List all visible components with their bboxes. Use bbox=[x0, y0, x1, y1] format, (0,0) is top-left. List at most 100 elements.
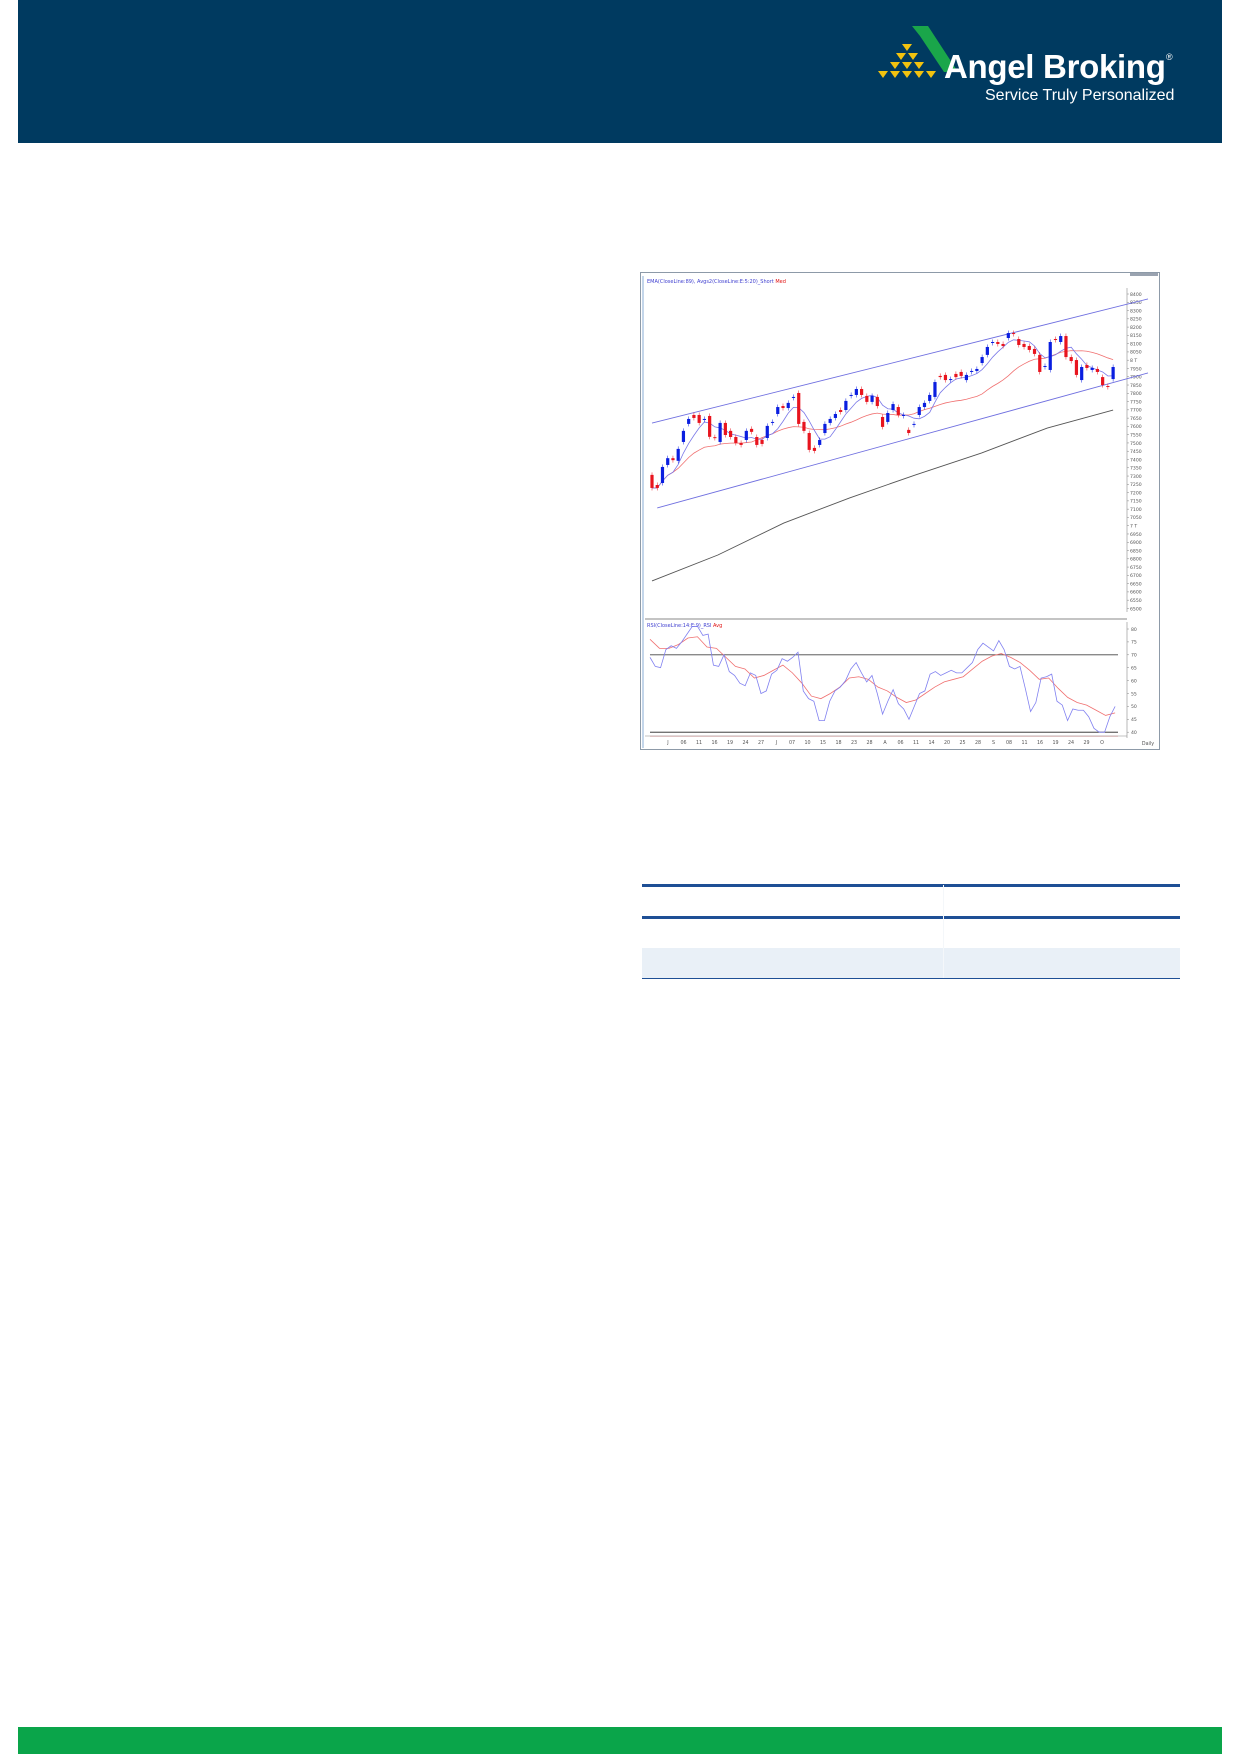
price-tick-label: 7600 bbox=[1130, 424, 1142, 430]
candle-up bbox=[891, 404, 895, 411]
candle-down bbox=[896, 407, 900, 415]
date-tick-label: 06 bbox=[897, 740, 903, 746]
price-tick-label: 7050 bbox=[1130, 515, 1142, 521]
candle-down bbox=[781, 406, 785, 409]
candle-down bbox=[1064, 336, 1068, 358]
date-tick-label: 08 bbox=[1006, 740, 1012, 746]
candle-down bbox=[655, 484, 659, 488]
candle-up bbox=[912, 423, 916, 425]
date-tick-label: 16 bbox=[1037, 740, 1043, 746]
price-tick-label: 7700 bbox=[1130, 408, 1142, 414]
candle-down bbox=[1017, 339, 1021, 345]
price-tick-label: 7900 bbox=[1130, 375, 1142, 381]
candle-down bbox=[959, 371, 963, 376]
date-tick-label: 11 bbox=[696, 740, 702, 746]
candles bbox=[650, 330, 1115, 491]
candle-up bbox=[1006, 333, 1010, 339]
candle-down bbox=[1038, 354, 1042, 372]
price-tick-label: 8050 bbox=[1130, 350, 1142, 356]
price-tick-label: 7500 bbox=[1130, 441, 1142, 447]
candle-down bbox=[1053, 339, 1058, 341]
date-tick-label: O bbox=[1100, 740, 1104, 746]
price-tick-label: 7850 bbox=[1130, 383, 1142, 389]
candle-up bbox=[870, 395, 874, 402]
rsi-tick-label: 40 bbox=[1131, 730, 1137, 736]
candle-down bbox=[875, 396, 879, 407]
candle-up bbox=[985, 346, 989, 355]
candle-up bbox=[991, 341, 995, 343]
channel-lower-line bbox=[657, 372, 1149, 509]
trend-channel bbox=[651, 298, 1149, 509]
date-tick-label: 11 bbox=[913, 740, 919, 746]
rsi-tick-label: 75 bbox=[1131, 640, 1137, 646]
date-tick-label: 19 bbox=[1052, 740, 1058, 746]
candle-down bbox=[1095, 368, 1099, 372]
nifty-price-chart: EMA(CloseLine:89), Avgs2(CloseLine:E:5:2… bbox=[642, 273, 1158, 748]
candle-up bbox=[854, 388, 858, 395]
date-tick-label: J bbox=[666, 740, 668, 746]
candle-down bbox=[671, 458, 675, 461]
candle-up bbox=[949, 379, 953, 381]
short-average-line bbox=[652, 339, 1114, 489]
date-tick-label: 28 bbox=[975, 740, 981, 746]
candle-up bbox=[1043, 365, 1047, 367]
date-tick-label: 15 bbox=[820, 740, 826, 746]
candle-up bbox=[980, 357, 984, 364]
candle-up bbox=[922, 402, 927, 408]
price-tick-label: 7800 bbox=[1130, 391, 1142, 397]
registered-mark: ® bbox=[1166, 52, 1173, 62]
date-tick-label: 06 bbox=[680, 740, 686, 746]
candle-down bbox=[812, 447, 817, 451]
price-tick-label: 7350 bbox=[1130, 466, 1142, 472]
rsi-tick-label: 65 bbox=[1131, 666, 1137, 672]
candle-down bbox=[692, 414, 696, 418]
candle-down bbox=[938, 375, 942, 378]
date-tick-label: 16 bbox=[711, 740, 717, 746]
price-tick-label: 6500 bbox=[1130, 606, 1142, 612]
candle-down bbox=[1011, 333, 1016, 335]
date-tick-label: 23 bbox=[851, 740, 857, 746]
candle-down bbox=[723, 422, 727, 436]
date-tick-label: 24 bbox=[1068, 740, 1074, 746]
date-tick-label: J bbox=[775, 740, 777, 746]
date-axis: J 06 11 16 19 24 27 J 07 10 15 18 23 28 A 06 11 14 20 25 28 S… bbox=[645, 735, 1154, 747]
rsi-panel: 80 75 70 65 60 55 50 45 40 bbox=[649, 622, 1137, 738]
date-tick-label: 19 bbox=[727, 740, 733, 746]
date-tick-label: S bbox=[992, 740, 995, 746]
candle-up bbox=[718, 422, 722, 442]
price-legend: EMA(CloseLine:89), Avgs2(CloseLine:E:5:2… bbox=[647, 279, 786, 285]
ema89-line bbox=[651, 409, 1114, 582]
logo-green-triangle-icon bbox=[912, 26, 958, 72]
candle-up bbox=[776, 407, 780, 414]
candle-down bbox=[708, 415, 712, 437]
candle-up bbox=[1090, 367, 1094, 370]
candle-down bbox=[865, 395, 869, 402]
date-tick-label: 25 bbox=[959, 740, 965, 746]
candle-down bbox=[907, 429, 911, 434]
candle-down bbox=[755, 436, 759, 445]
logo-pyramid-icon bbox=[878, 44, 936, 78]
rsi-legend: RSI(CloseLine:14:E:9)_RSI Avg bbox=[647, 623, 722, 629]
price-tick-label: 6850 bbox=[1130, 548, 1142, 554]
date-tick-label: 29 bbox=[1083, 740, 1089, 746]
price-tick-label: 8150 bbox=[1130, 333, 1142, 339]
rsi-tick-label: 55 bbox=[1131, 691, 1137, 697]
candle-up bbox=[765, 425, 769, 438]
candle-up bbox=[660, 466, 665, 484]
candle-up bbox=[681, 430, 686, 442]
candle-down bbox=[729, 430, 733, 437]
date-tick-label: 28 bbox=[866, 740, 872, 746]
rsi-tick-label: 70 bbox=[1131, 653, 1137, 659]
table-shaded-row bbox=[642, 948, 1180, 978]
report-header bbox=[18, 0, 1222, 143]
candle-down bbox=[739, 442, 743, 445]
price-tick-label: 7950 bbox=[1130, 366, 1142, 372]
brand-name: Angel Broking bbox=[944, 48, 1166, 85]
candle-down bbox=[713, 437, 717, 439]
price-tick-label: 7 T bbox=[1130, 524, 1137, 530]
ema89-polyline bbox=[651, 409, 1114, 582]
candle-down bbox=[1027, 345, 1031, 350]
candle-down bbox=[1074, 360, 1079, 375]
date-tick-label: 14 bbox=[928, 740, 934, 746]
medium-average-line bbox=[652, 350, 1114, 489]
